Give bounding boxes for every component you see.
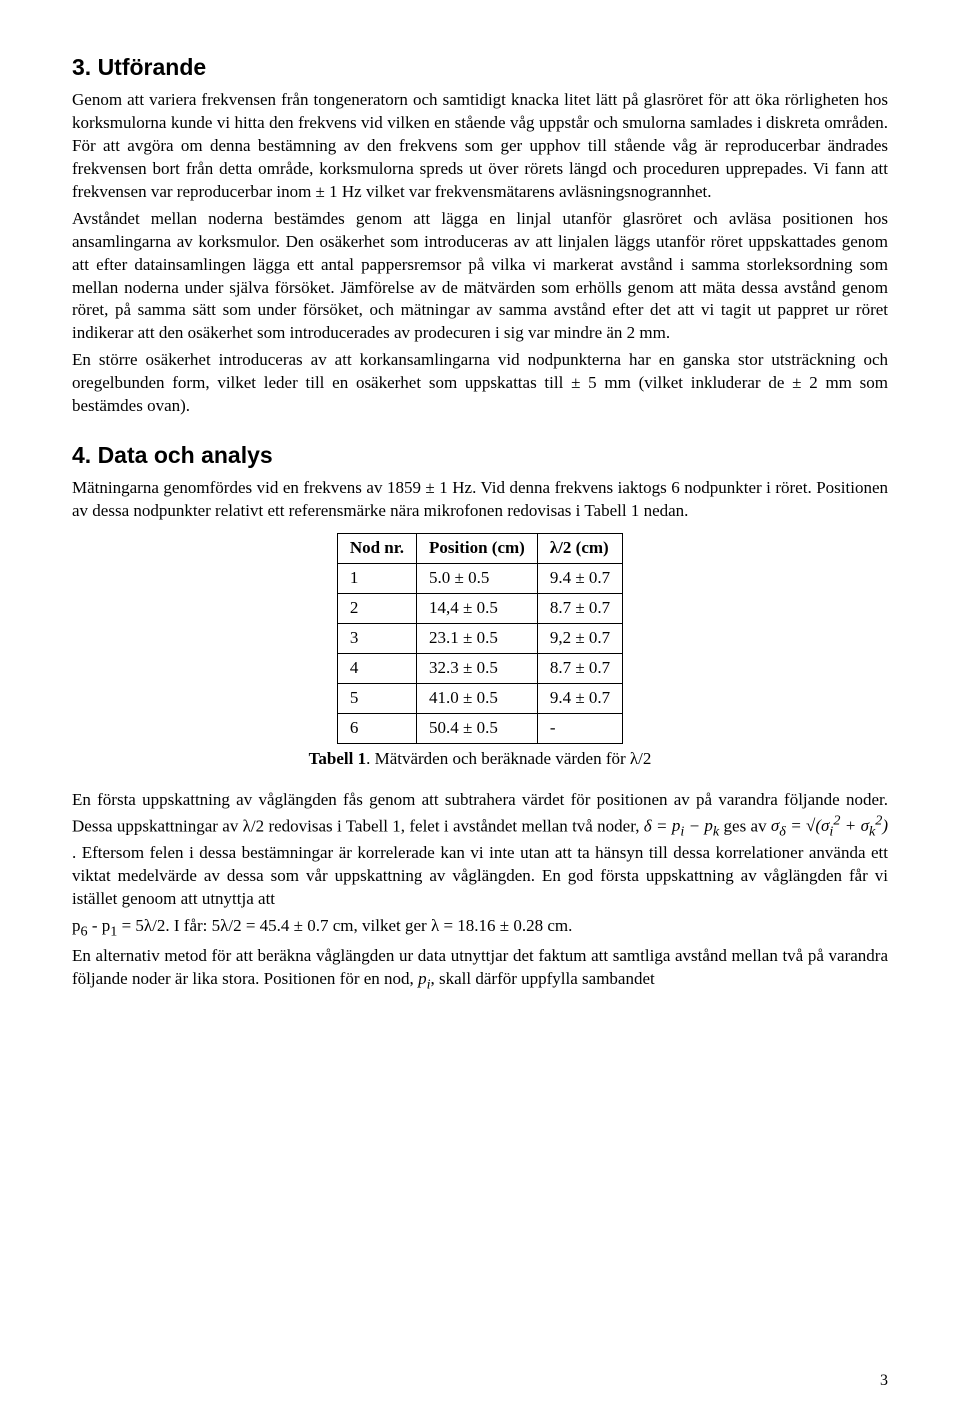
table-row: 2 14,4 ± 0.5 8.7 ± 0.7 xyxy=(337,593,622,623)
cell: - xyxy=(537,713,622,743)
table-header-row: Nod nr. Position (cm) λ/2 (cm) xyxy=(337,534,622,564)
section-3-p3: En större osäkerhet introduceras av att … xyxy=(72,349,888,418)
section-3-p1: Genom att variera frekvensen från tongen… xyxy=(72,89,888,204)
eq-delta: δ = pi − pk xyxy=(644,816,719,835)
table-1: Nod nr. Position (cm) λ/2 (cm) 1 5.0 ± 0… xyxy=(337,533,623,744)
cell: 9.4 ± 0.7 xyxy=(537,564,622,594)
p4b: , skall därför uppfylla sambandet xyxy=(431,969,655,988)
cell: 1 xyxy=(337,564,416,594)
section-4: 4. Data och analys Mätningarna genomförd… xyxy=(72,440,888,994)
p2b: ges av xyxy=(724,816,771,835)
section-3-heading: 3. Utförande xyxy=(72,52,888,83)
cell: 2 xyxy=(337,593,416,623)
section-4-p4: En alternativ metod för att beräkna vågl… xyxy=(72,945,888,994)
table-row: 5 41.0 ± 0.5 9.4 ± 0.7 xyxy=(337,683,622,713)
cell: 50.4 ± 0.5 xyxy=(416,713,537,743)
caption-rest: . Mätvärden och beräknade värden för λ/2 xyxy=(366,749,651,768)
th-lambda: λ/2 (cm) xyxy=(537,534,622,564)
table-row: 3 23.1 ± 0.5 9,2 ± 0.7 xyxy=(337,623,622,653)
section-3-p2: Avståndet mellan noderna bestämdes genom… xyxy=(72,208,888,346)
p3-text: p6 - p1 = 5λ/2. I får: 5λ/2 = 45.4 ± 0.7… xyxy=(72,916,572,935)
th-position: Position (cm) xyxy=(416,534,537,564)
cell: 4 xyxy=(337,653,416,683)
table-row: 1 5.0 ± 0.5 9.4 ± 0.7 xyxy=(337,564,622,594)
caption-bold: Tabell 1 xyxy=(309,749,366,768)
cell: 14,4 ± 0.5 xyxy=(416,593,537,623)
section-3: 3. Utförande Genom att variera frekvense… xyxy=(72,52,888,418)
cell: 8.7 ± 0.7 xyxy=(537,593,622,623)
p4-pi: pi xyxy=(418,969,430,988)
cell: 8.7 ± 0.7 xyxy=(537,653,622,683)
section-4-p3: p6 - p1 = 5λ/2. I får: 5λ/2 = 45.4 ± 0.7… xyxy=(72,915,888,942)
table-1-caption: Tabell 1. Mätvärden och beräknade värden… xyxy=(72,748,888,771)
section-4-p2: En första uppskattning av våglängden fås… xyxy=(72,789,888,911)
p2c: . Eftersom felen i dessa bestämningar är… xyxy=(72,843,888,908)
cell: 5 xyxy=(337,683,416,713)
page-number: 3 xyxy=(880,1370,888,1392)
cell: 32.3 ± 0.5 xyxy=(416,653,537,683)
table-row: 4 32.3 ± 0.5 8.7 ± 0.7 xyxy=(337,653,622,683)
eq-sigma: σδ = √(σi2 + σk2) xyxy=(771,816,888,835)
section-4-heading: 4. Data och analys xyxy=(72,440,888,471)
cell: 6 xyxy=(337,713,416,743)
cell: 9,2 ± 0.7 xyxy=(537,623,622,653)
table-row: 6 50.4 ± 0.5 - xyxy=(337,713,622,743)
table-body: 1 5.0 ± 0.5 9.4 ± 0.7 2 14,4 ± 0.5 8.7 ±… xyxy=(337,564,622,744)
section-4-p1: Mätningarna genomfördes vid en frekvens … xyxy=(72,477,888,523)
cell: 5.0 ± 0.5 xyxy=(416,564,537,594)
cell: 23.1 ± 0.5 xyxy=(416,623,537,653)
th-nod: Nod nr. xyxy=(337,534,416,564)
cell: 3 xyxy=(337,623,416,653)
cell: 9.4 ± 0.7 xyxy=(537,683,622,713)
cell: 41.0 ± 0.5 xyxy=(416,683,537,713)
